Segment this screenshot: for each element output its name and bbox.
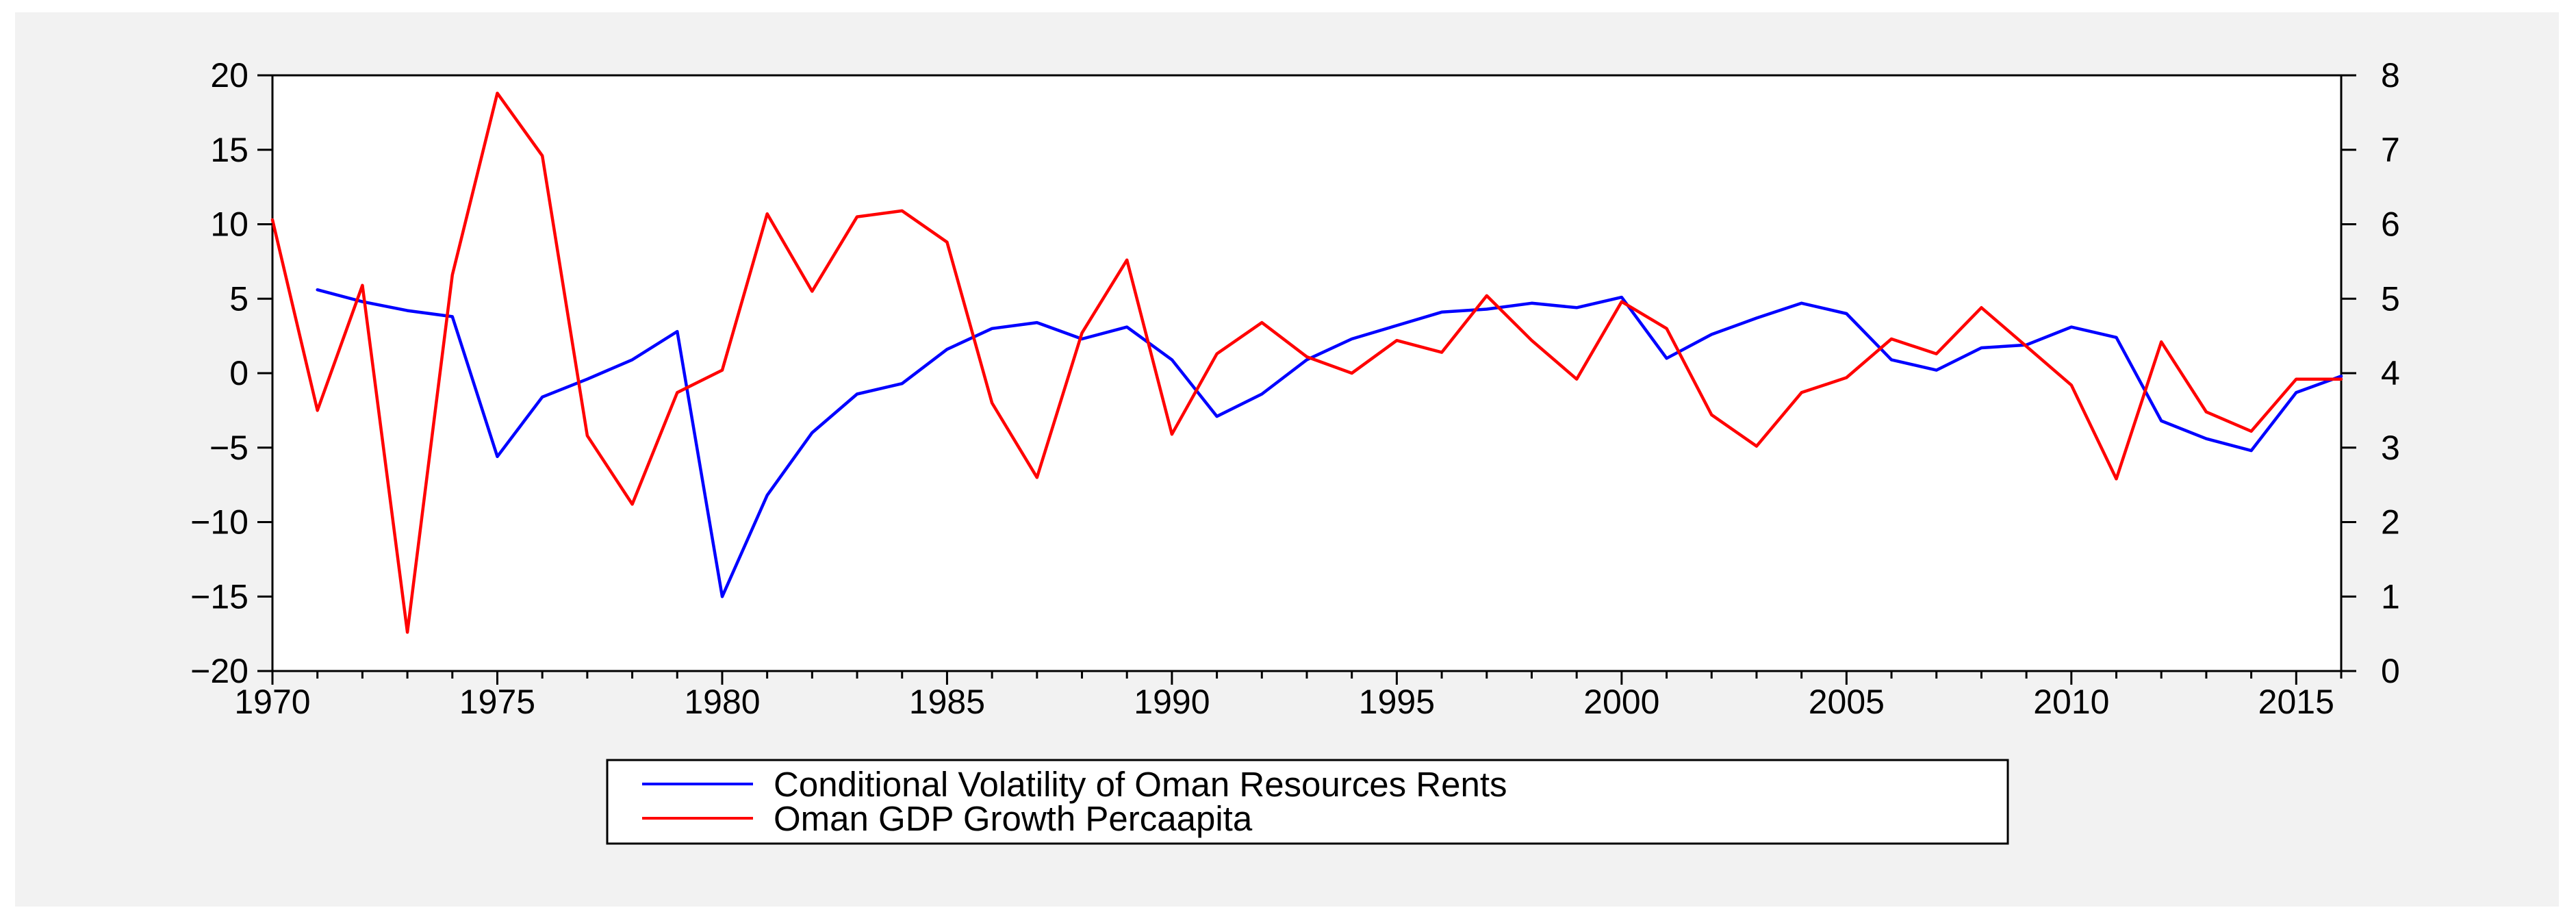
series-layer <box>270 91 2343 634</box>
legend-label-volatility: Conditional Volatility of Oman Resources… <box>774 765 1507 804</box>
x-tick-label: 1975 <box>459 683 535 721</box>
y-left-tick-label: 15 <box>210 131 248 169</box>
y-right-tick-label: 2 <box>2381 503 2400 542</box>
y-left-tick-label: 0 <box>229 354 248 392</box>
y-right-tick-label: 0 <box>2381 652 2400 690</box>
legend-box <box>606 759 2009 845</box>
y-right-tick-label: 6 <box>2381 205 2400 244</box>
y-right-tick-label: 5 <box>2381 279 2400 318</box>
y-left-tick-label: −15 <box>190 577 248 616</box>
legend-label-gdp-growth: Oman GDP Growth Percaapita <box>774 799 1253 838</box>
y-right-tick-label: 1 <box>2381 577 2400 616</box>
x-tick-label: 1970 <box>234 683 310 721</box>
series-line-volatility <box>316 288 2343 598</box>
y-left-tick-label: 5 <box>229 279 248 318</box>
plot-area <box>271 74 2343 672</box>
series-line-gdp-growth <box>270 91 2343 634</box>
y-left-tick-label: −10 <box>190 503 248 542</box>
y-right-tick-label: 4 <box>2381 354 2400 392</box>
y-left-tick-label: 10 <box>210 205 248 244</box>
y-left-tick-label: −20 <box>190 652 248 690</box>
y-right-tick-label: 7 <box>2381 131 2400 169</box>
x-tick-label: 1980 <box>684 683 760 721</box>
y-left-tick-label: −5 <box>209 429 248 467</box>
y-right-tick-label: 3 <box>2381 429 2400 467</box>
axes-layer: −20 −15 −10 −5 0 5 10 15 20 0 1 2 3 4 5 6 7 8 1970 1975 1980… <box>190 56 2400 721</box>
x-tick-label: 1990 <box>1134 683 1210 721</box>
y-right-tick-label: 8 <box>2381 56 2400 94</box>
plot-frame <box>271 74 2343 672</box>
x-tick-label: 2010 <box>2033 683 2109 721</box>
x-tick-label: 1995 <box>1359 683 1435 721</box>
x-tick-label: 1985 <box>909 683 985 721</box>
x-tick-label: 2015 <box>2258 683 2334 721</box>
x-tick-label: 2005 <box>1809 683 1885 721</box>
legend: Conditional Volatility of Oman Resources… <box>606 759 2009 845</box>
x-tick-label: 2000 <box>1583 683 1659 721</box>
y-left-tick-label: 20 <box>210 56 248 94</box>
